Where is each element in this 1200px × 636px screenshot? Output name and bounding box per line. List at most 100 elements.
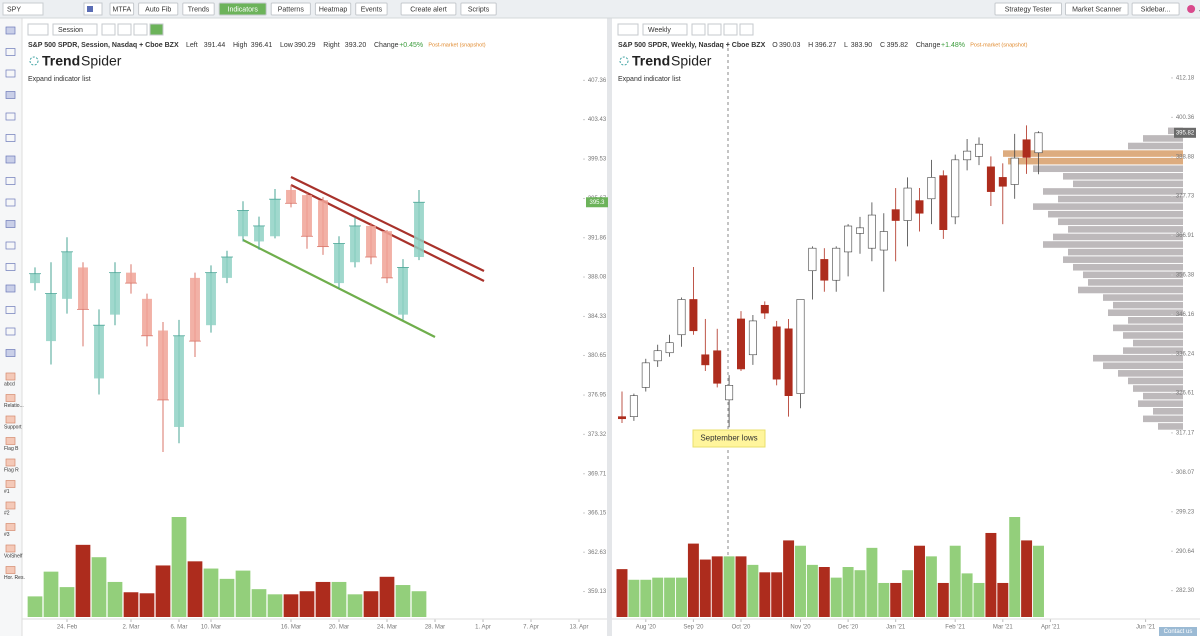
tool-icon[interactable] (5, 523, 16, 531)
volume-profile-bar (1133, 339, 1183, 347)
tool-icon[interactable] (5, 327, 16, 336)
tool-icon[interactable] (5, 112, 16, 121)
panel-icon-button[interactable] (149, 23, 164, 36)
tool-icon[interactable] (5, 458, 16, 467)
volume-bar (747, 564, 759, 617)
volume-profile-bar (1133, 385, 1183, 392)
panel-icon-button[interactable] (133, 23, 148, 36)
tool-icon[interactable] (5, 480, 16, 488)
tool-icon[interactable] (5, 263, 16, 271)
logo-bold: Trend (632, 53, 670, 69)
tool-label: Hor. Res. (4, 575, 25, 581)
tool-icon[interactable] (5, 306, 16, 314)
toolbar-button-label: Heatmap (319, 6, 348, 13)
tool-icon[interactable] (5, 155, 16, 164)
panel-button[interactable] (27, 23, 49, 36)
toolbar-button-label: MTFA (112, 6, 131, 13)
volume-bar (379, 576, 395, 617)
tool-icon[interactable] (5, 415, 16, 424)
volume-bar (795, 545, 806, 617)
contact-button[interactable] (1159, 627, 1197, 636)
toolbar-button[interactable] (182, 2, 215, 16)
toolbar-button[interactable] (1131, 2, 1180, 16)
volume-bar (411, 591, 427, 617)
toolbar-button[interactable] (109, 2, 135, 16)
candle-body (318, 200, 328, 247)
tool-icon[interactable] (5, 544, 16, 553)
candle-body (174, 335, 184, 427)
y-tick-label: 391.86 (588, 235, 607, 241)
candle-body (867, 214, 876, 249)
tool-icon[interactable] (5, 198, 16, 207)
tool-icon[interactable] (5, 220, 16, 228)
tool-icon[interactable] (5, 437, 16, 445)
toolbar-button[interactable] (314, 2, 352, 16)
volume-bar (723, 556, 735, 617)
timeframe-dropdown[interactable] (642, 23, 688, 36)
volume-profile-bar (1008, 157, 1183, 165)
symbol-input[interactable] (2, 2, 44, 16)
tool-icon[interactable] (5, 177, 16, 185)
toolbar-button[interactable] (994, 2, 1062, 16)
toolbar-button[interactable] (460, 2, 497, 16)
volume-bar (664, 577, 676, 617)
volume-bar (395, 585, 411, 617)
panel-icon-button[interactable] (117, 23, 132, 36)
volume-bar (735, 556, 747, 617)
toolbar-button-label: Indicators (228, 6, 259, 13)
candle-body (951, 159, 960, 218)
timeframe-dropdown[interactable] (52, 23, 98, 36)
tool-label: VolShelf (4, 553, 23, 559)
x-tick-label: 1. Apr (475, 625, 491, 631)
candle-body (350, 225, 360, 263)
tool-icon[interactable] (5, 26, 16, 35)
volume-bar (315, 581, 331, 617)
volume-bar (1033, 545, 1044, 617)
toolbar-button[interactable] (1065, 2, 1129, 16)
panel-icon-button[interactable] (101, 23, 116, 36)
candle-body (302, 195, 312, 237)
tool-icon[interactable] (5, 134, 16, 142)
tool-icon[interactable] (5, 241, 16, 250)
volume-bar (267, 594, 283, 617)
candle-body (398, 267, 408, 315)
panel-icon-button[interactable] (691, 23, 706, 36)
toolbar-button[interactable] (218, 2, 267, 16)
tool-icon[interactable] (5, 349, 16, 357)
tool-icon[interactable] (5, 69, 16, 78)
toolbar-button[interactable] (400, 2, 457, 16)
expand-indicators[interactable]: Expand indicator list (618, 76, 681, 83)
expand-indicators[interactable]: Expand indicator list (28, 76, 91, 83)
last-price-tag (1174, 127, 1196, 138)
volume-bar (123, 592, 139, 617)
volume-profile-bar (1093, 354, 1183, 362)
toolbar-button[interactable] (138, 2, 179, 16)
y-tick-label: 377.73 (1176, 194, 1195, 200)
volume-profile-bar (1143, 415, 1183, 423)
timeframe: Weekly (648, 27, 671, 34)
panel-icon-button[interactable] (739, 23, 754, 36)
volume-profile-bar (1073, 180, 1183, 188)
panel-button[interactable] (617, 23, 639, 36)
annotation: September lows (700, 434, 757, 443)
volume-bar (890, 582, 902, 617)
tool-icon[interactable] (5, 501, 16, 510)
tool-icon[interactable] (5, 566, 16, 574)
candle-body (641, 362, 650, 388)
toolbar-button-label: Market Scanner (1072, 6, 1122, 13)
toolbar-button[interactable] (355, 2, 388, 16)
volume-bar (973, 582, 985, 617)
tool-icon[interactable] (5, 394, 16, 402)
trend-line (242, 239, 436, 338)
tool-icon[interactable] (5, 48, 16, 56)
tool-icon[interactable] (5, 372, 16, 381)
panel-icon-button[interactable] (707, 23, 722, 36)
stat-label: L (844, 42, 848, 49)
panel-icon-button[interactable] (723, 23, 738, 36)
x-tick-label: 13. Apr (569, 625, 588, 631)
volume-profile-bar (1083, 271, 1183, 279)
tool-icon[interactable] (5, 91, 16, 99)
toolbar-button[interactable] (270, 2, 311, 16)
stat-value: 395.82 (887, 42, 909, 49)
tool-icon[interactable] (5, 284, 16, 293)
